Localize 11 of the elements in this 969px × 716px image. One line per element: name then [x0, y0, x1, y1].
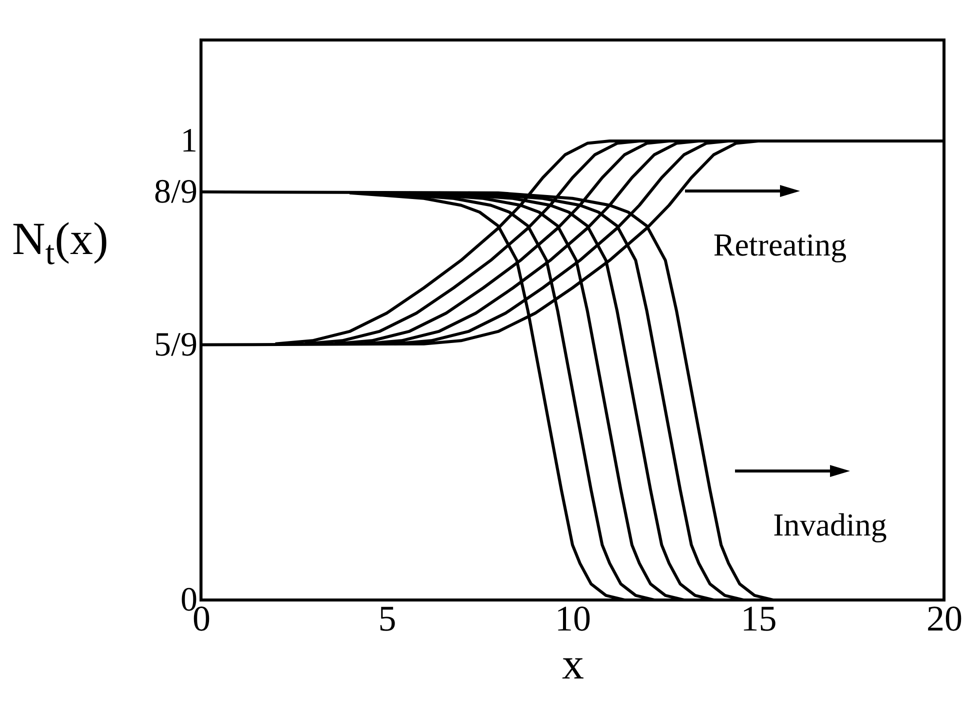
y-axis-title: N$_{t}$(x) [12, 212, 108, 274]
x-tick-label: 10 [555, 598, 591, 638]
x-axis-title: x [562, 640, 584, 688]
x-tick-label: 20 [926, 598, 962, 638]
x-tick-label: 5 [378, 598, 396, 638]
annotation: Invading [773, 506, 887, 544]
y-tick-label: 5/9 [154, 326, 198, 364]
x-tick-label: 15 [740, 598, 777, 638]
annotation: Retreating [713, 226, 847, 264]
y-tick-label: 8/9 [154, 173, 198, 210]
y-tick-label: 1 [180, 122, 198, 160]
